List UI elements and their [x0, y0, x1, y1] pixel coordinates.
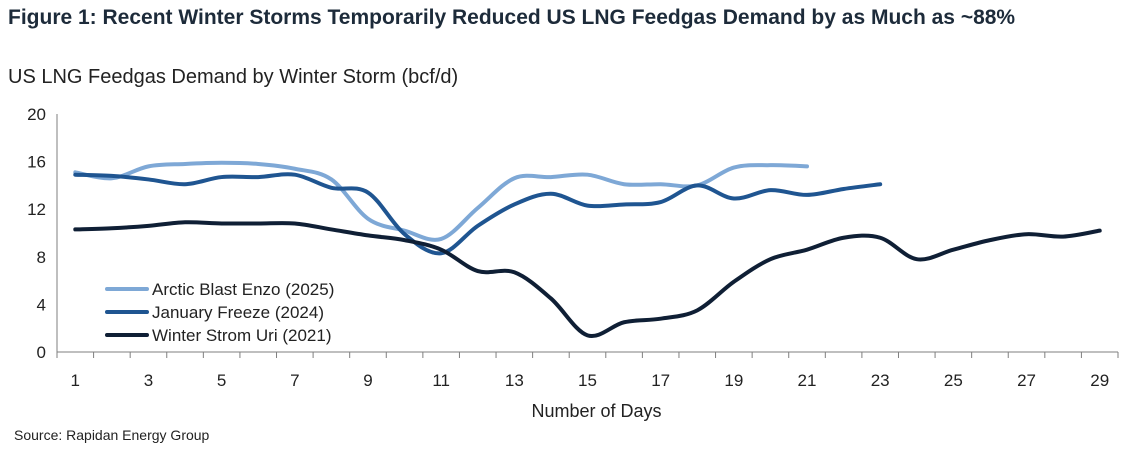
x-tick-label: 5: [217, 371, 226, 390]
x-axis-label: Number of Days: [531, 401, 661, 421]
y-tick-label: 4: [37, 295, 46, 314]
x-tick-label: 3: [144, 371, 153, 390]
x-tick-label: 7: [290, 371, 299, 390]
legend-label: Arctic Blast Enzo (2025): [152, 280, 334, 299]
x-tick-label: 11: [432, 371, 450, 390]
y-tick-label: 16: [27, 153, 46, 172]
x-tick-label: 1: [71, 371, 80, 390]
y-tick-label: 12: [27, 200, 46, 219]
x-tick-label: 21: [798, 371, 817, 390]
x-tick-label: 15: [578, 371, 597, 390]
x-tick-label: 27: [1017, 371, 1036, 390]
series-line-january-freeze-2024: [73, 172, 883, 256]
y-tick-label: 0: [37, 343, 46, 362]
series-line-winter-strom-uri-2021: [73, 220, 1102, 339]
series-layer: [73, 160, 1102, 339]
x-tick-label: 13: [505, 371, 524, 390]
y-tick-label: 8: [37, 248, 46, 267]
x-tick-label: 17: [651, 371, 670, 390]
x-tick-label: 9: [363, 371, 372, 390]
chart-title: Figure 1: Recent Winter Storms Temporari…: [8, 6, 1016, 29]
legend: Arctic Blast Enzo (2025) January Freeze (…: [105, 280, 334, 345]
series-line-arctic-blast-enzo-2025: [73, 160, 810, 242]
x-tick-label: 25: [944, 371, 963, 390]
chart-subtitle: US LNG Feedgas Demand by Winter Storm (b…: [8, 66, 459, 88]
legend-label: Winter Strom Uri (2021): [152, 326, 331, 345]
source-note: Source: Rapidan Energy Group: [14, 427, 210, 443]
legend-label: January Freeze (2024): [152, 303, 324, 322]
x-tick-label: 19: [724, 371, 743, 390]
x-tick-label: 29: [1090, 371, 1109, 390]
x-tick-label: 23: [871, 371, 890, 390]
y-tick-label: 20: [27, 105, 46, 124]
